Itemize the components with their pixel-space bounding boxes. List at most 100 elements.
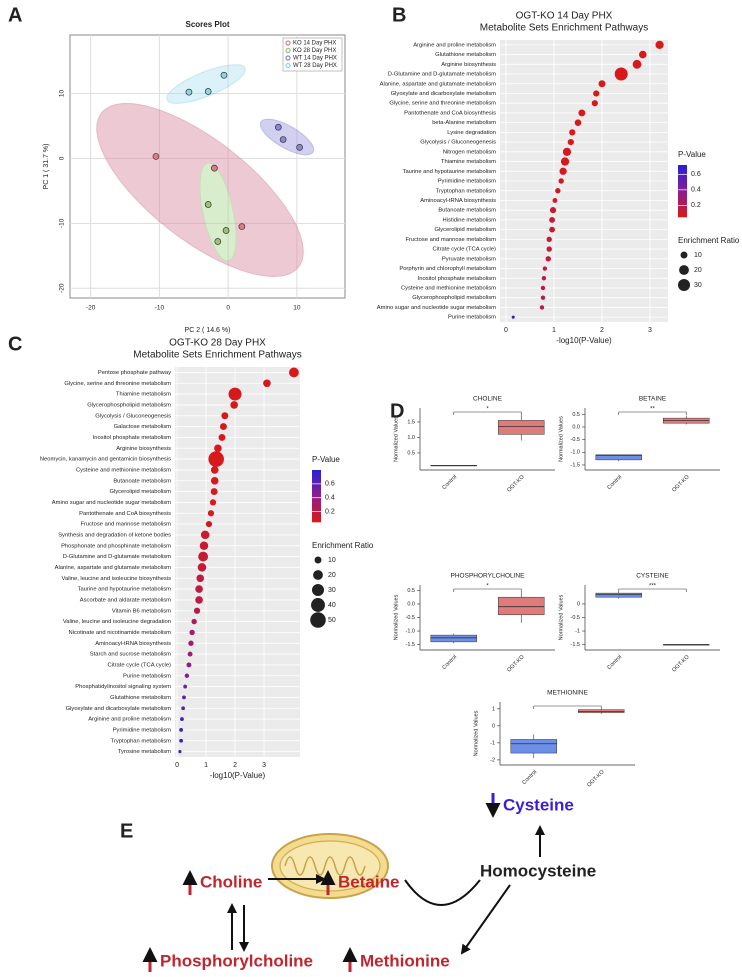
category-label: D-Glutamine and D-glutamate metabolism xyxy=(63,554,171,560)
x-tick-label: 0 xyxy=(175,762,179,769)
category-label: Fructose and mannose metabolism xyxy=(80,522,171,528)
size-swatch xyxy=(680,251,688,259)
x-tick-label: OGT-KO xyxy=(506,654,526,674)
y-axis-label: Normalized Values xyxy=(558,594,564,640)
dot xyxy=(200,530,210,540)
dot xyxy=(191,618,197,625)
category-label: Citrate cycle (TCA cycle) xyxy=(433,247,497,253)
chart-title: CYSTEINE xyxy=(636,573,669,580)
dot xyxy=(542,266,548,271)
dot xyxy=(183,684,188,689)
category-label: Cysteine and methionine metabolism xyxy=(76,467,171,473)
point xyxy=(222,227,230,234)
y-tick-label: -1.5 xyxy=(571,462,580,468)
metabolite: Betaine xyxy=(338,872,399,891)
box xyxy=(498,596,545,616)
category-label: Porphyrin and chlorophyll metabolism xyxy=(399,266,496,272)
colorbar-step xyxy=(312,506,321,509)
category-label: Valine, leucine and isoleucine degradati… xyxy=(63,619,171,625)
point xyxy=(185,88,193,96)
y-tick-label: -1.0 xyxy=(406,628,415,634)
dot xyxy=(197,563,207,572)
y-tick-label: -2 xyxy=(490,757,495,763)
dot xyxy=(541,276,547,281)
colorbar-step xyxy=(312,470,321,473)
colorbar-step xyxy=(678,179,687,182)
x-tick-label: -10 xyxy=(155,305,165,312)
panel-label: E xyxy=(120,820,133,842)
colorbar-step xyxy=(678,207,687,210)
category-label: Tryptophan metabolism xyxy=(436,188,497,194)
y-tick-label: 1.0 xyxy=(407,435,415,441)
x-tick-label: -20 xyxy=(86,305,96,312)
y-axis-label: Normalized Values xyxy=(393,416,399,462)
point xyxy=(274,123,282,131)
category-label: Tryptophan metabolism xyxy=(111,738,172,744)
y-tick-label: -1.0 xyxy=(571,450,580,456)
dot xyxy=(540,285,546,291)
category-label: Butanoate metabolism xyxy=(113,478,171,484)
dot xyxy=(195,596,203,604)
dot xyxy=(196,574,205,583)
size-label: 10 xyxy=(328,557,336,564)
x-tick-label: 3 xyxy=(648,327,652,334)
dot xyxy=(207,510,215,517)
category-label: Pentose phosphate pathway xyxy=(98,370,171,376)
dot xyxy=(578,109,586,117)
chart-subtitle: Metabolite Sets Enrichment Pathways xyxy=(133,350,301,361)
dot xyxy=(228,387,242,401)
dot xyxy=(569,129,576,136)
panel-label: C xyxy=(8,333,22,355)
size-swatch xyxy=(314,556,322,564)
category-label: Pyrimidine metabolism xyxy=(113,727,171,733)
colorbar-step xyxy=(312,514,321,517)
y-tick-label: 0.0 xyxy=(407,601,415,607)
dot xyxy=(218,433,226,441)
colorbar-step xyxy=(678,171,687,174)
significance: * xyxy=(486,584,489,590)
dot xyxy=(591,100,598,107)
point xyxy=(211,164,218,172)
chart-title: OGT-KO 14 Day PHX xyxy=(516,11,613,22)
point xyxy=(279,136,287,143)
dot xyxy=(214,444,222,453)
point xyxy=(152,153,160,160)
category-label: Alanine, aspartate and glutamate metabol… xyxy=(55,565,171,571)
colorbar-step xyxy=(312,508,321,511)
category-label: Tyrosine metabolism xyxy=(118,749,171,755)
size-swatch xyxy=(679,265,689,275)
dot xyxy=(545,256,551,262)
y-tick-label: 0.5 xyxy=(407,450,415,456)
category-label: Citrate cycle (TCA cycle) xyxy=(108,662,172,668)
metabolite: Homocysteine xyxy=(480,861,596,880)
category-label: Glyoxylate and dicarboxylate metabolism xyxy=(391,91,497,97)
chart-title: OGT-KO 28 Day PHX xyxy=(169,338,266,349)
point xyxy=(296,143,303,151)
legend-swatch xyxy=(285,47,291,54)
panel-label: B xyxy=(392,4,406,26)
category-label: Taurine and hypotaurine metabolism xyxy=(403,169,497,175)
dot xyxy=(546,236,552,243)
chart-title: METHIONINE xyxy=(547,690,588,697)
colorbar-label: 0.6 xyxy=(325,481,335,488)
category-label: Synthesis and degradation of ketone bodi… xyxy=(58,532,171,538)
metabolite: Cysteine xyxy=(503,795,574,814)
dot xyxy=(540,295,546,300)
dot xyxy=(184,673,190,678)
panel-label: A xyxy=(8,4,22,26)
size-label: 30 xyxy=(694,282,702,289)
point xyxy=(204,88,212,95)
x-axis-label: PC 2 ( 14.6 %) xyxy=(185,327,231,334)
dot xyxy=(555,188,561,194)
x-tick-label: OGT-KO xyxy=(586,769,606,789)
y-tick-label: 0.5 xyxy=(407,588,415,594)
category-label: Inositol phosphate metabolism xyxy=(93,435,171,441)
chart-title: BETAINE xyxy=(639,396,667,403)
category-label: Phosphatidylinositol signaling system xyxy=(75,684,171,690)
dot xyxy=(598,80,606,88)
colorbar-step xyxy=(678,175,687,178)
colorbar-step xyxy=(678,211,687,214)
colorbar-step xyxy=(678,169,687,172)
colorbar-step xyxy=(678,209,687,212)
arrow xyxy=(460,884,511,955)
